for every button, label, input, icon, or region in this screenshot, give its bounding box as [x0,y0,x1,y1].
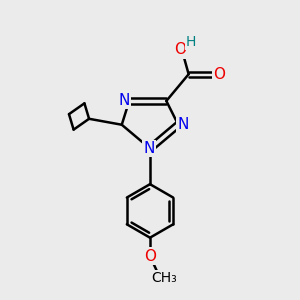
Text: N: N [118,93,130,108]
Text: O: O [213,67,225,82]
Text: CH₃: CH₃ [152,272,177,285]
Text: O: O [174,42,186,57]
Text: N: N [144,141,155,156]
Text: N: N [178,117,189,132]
Text: O: O [144,249,156,264]
Text: H: H [186,34,196,49]
